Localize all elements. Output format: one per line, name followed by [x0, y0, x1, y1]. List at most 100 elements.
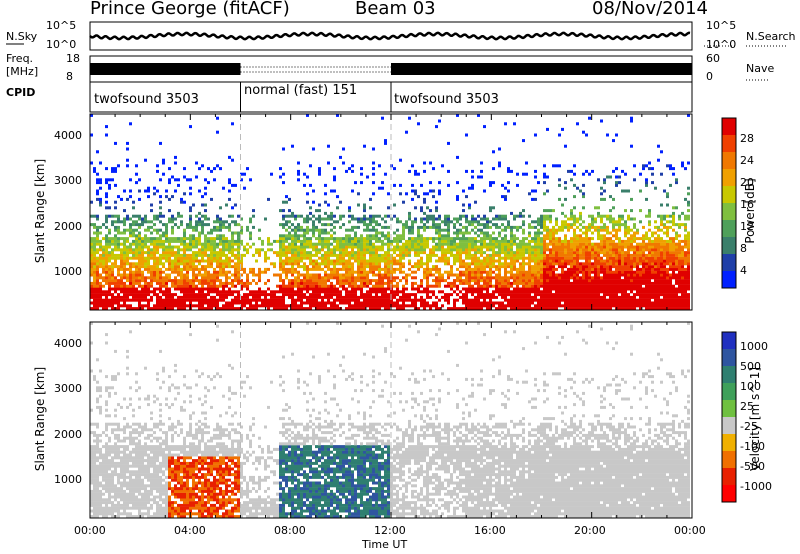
power-cell	[345, 273, 348, 277]
power-cell	[387, 192, 390, 196]
power-cell	[609, 175, 612, 179]
power-cell	[216, 270, 219, 274]
power-cell	[606, 270, 609, 274]
power-cell	[591, 301, 594, 305]
power-cell	[312, 284, 315, 288]
power-cell	[444, 248, 447, 252]
power-cell	[207, 259, 210, 263]
power-cell	[432, 267, 435, 271]
power-cell	[138, 262, 141, 266]
power-cell	[600, 287, 603, 291]
power-cell	[123, 281, 126, 285]
power-cell	[567, 228, 570, 232]
power-cell	[408, 237, 411, 241]
power-cell	[312, 242, 315, 246]
power-cell	[603, 276, 606, 280]
power-cell	[570, 178, 573, 182]
power-cell	[603, 290, 606, 294]
power-cell	[201, 276, 204, 280]
power-cell	[162, 223, 165, 227]
power-cell	[231, 293, 234, 297]
power-cell	[396, 228, 399, 232]
power-cell	[351, 251, 354, 255]
power-cell	[534, 197, 537, 201]
power-cell	[129, 262, 132, 266]
power-cell	[369, 265, 372, 269]
power-cell	[468, 251, 471, 255]
power-cell	[531, 267, 534, 271]
power-cell	[567, 256, 570, 260]
power-cell	[123, 301, 126, 305]
power-cell	[111, 270, 114, 274]
power-cell	[336, 293, 339, 297]
power-cell	[537, 228, 540, 232]
power-cell	[162, 251, 165, 255]
power-cell	[501, 242, 504, 246]
power-cell	[303, 220, 306, 224]
power-cell	[528, 293, 531, 297]
power-cell	[624, 267, 627, 271]
power-cell	[279, 276, 282, 280]
power-cell	[426, 265, 429, 269]
power-cell	[570, 251, 573, 255]
power-cell	[594, 242, 597, 246]
power-cell	[96, 262, 99, 266]
power-cell	[480, 293, 483, 297]
power-cell	[585, 284, 588, 288]
power-cell	[426, 237, 429, 241]
power-cell	[570, 253, 573, 257]
power-cell	[414, 220, 417, 224]
power-cell	[414, 287, 417, 291]
power-cell	[144, 304, 147, 308]
power-cell	[204, 259, 207, 263]
power-cell	[546, 307, 549, 311]
power-cell	[426, 270, 429, 274]
power-cell	[297, 287, 300, 291]
power-cell	[630, 279, 633, 283]
power-cell	[624, 251, 627, 255]
power-cell	[279, 251, 282, 255]
power-cell	[102, 267, 105, 271]
power-cell	[432, 279, 435, 283]
power-cell	[240, 178, 243, 182]
power-cell	[396, 298, 399, 302]
power-cell	[345, 279, 348, 283]
power-cell	[141, 273, 144, 277]
power-cell	[96, 301, 99, 305]
power-cell	[504, 290, 507, 294]
power-cell	[552, 242, 555, 246]
power-cell	[387, 265, 390, 269]
power-cell	[540, 259, 543, 263]
power-cell	[210, 251, 213, 255]
power-cell	[312, 267, 315, 271]
power-cell	[186, 304, 189, 308]
power-cell	[564, 220, 567, 224]
power-cell	[627, 265, 630, 269]
power-cell	[231, 183, 234, 187]
power-cell	[135, 234, 138, 238]
power-cell	[360, 307, 363, 311]
power-cell	[582, 270, 585, 274]
power-cell	[285, 253, 288, 257]
power-cell	[612, 139, 615, 143]
power-cell	[474, 237, 477, 241]
power-cell	[213, 239, 216, 243]
power-cell	[312, 223, 315, 227]
power-cell	[99, 225, 102, 229]
power-cell	[357, 259, 360, 263]
power-cell	[612, 169, 615, 173]
power-cell	[171, 307, 174, 311]
power-cell	[381, 276, 384, 280]
power-cell	[165, 295, 168, 299]
power-cell	[570, 265, 573, 269]
power-cell	[378, 298, 381, 302]
power-cell	[486, 256, 489, 260]
power-cell	[456, 217, 459, 221]
power-cell	[501, 228, 504, 232]
power-cell	[378, 281, 381, 285]
power-cell	[150, 256, 153, 260]
power-cell	[513, 251, 516, 255]
power-cell	[597, 253, 600, 257]
power-cell	[93, 284, 96, 288]
power-cell	[420, 251, 423, 255]
